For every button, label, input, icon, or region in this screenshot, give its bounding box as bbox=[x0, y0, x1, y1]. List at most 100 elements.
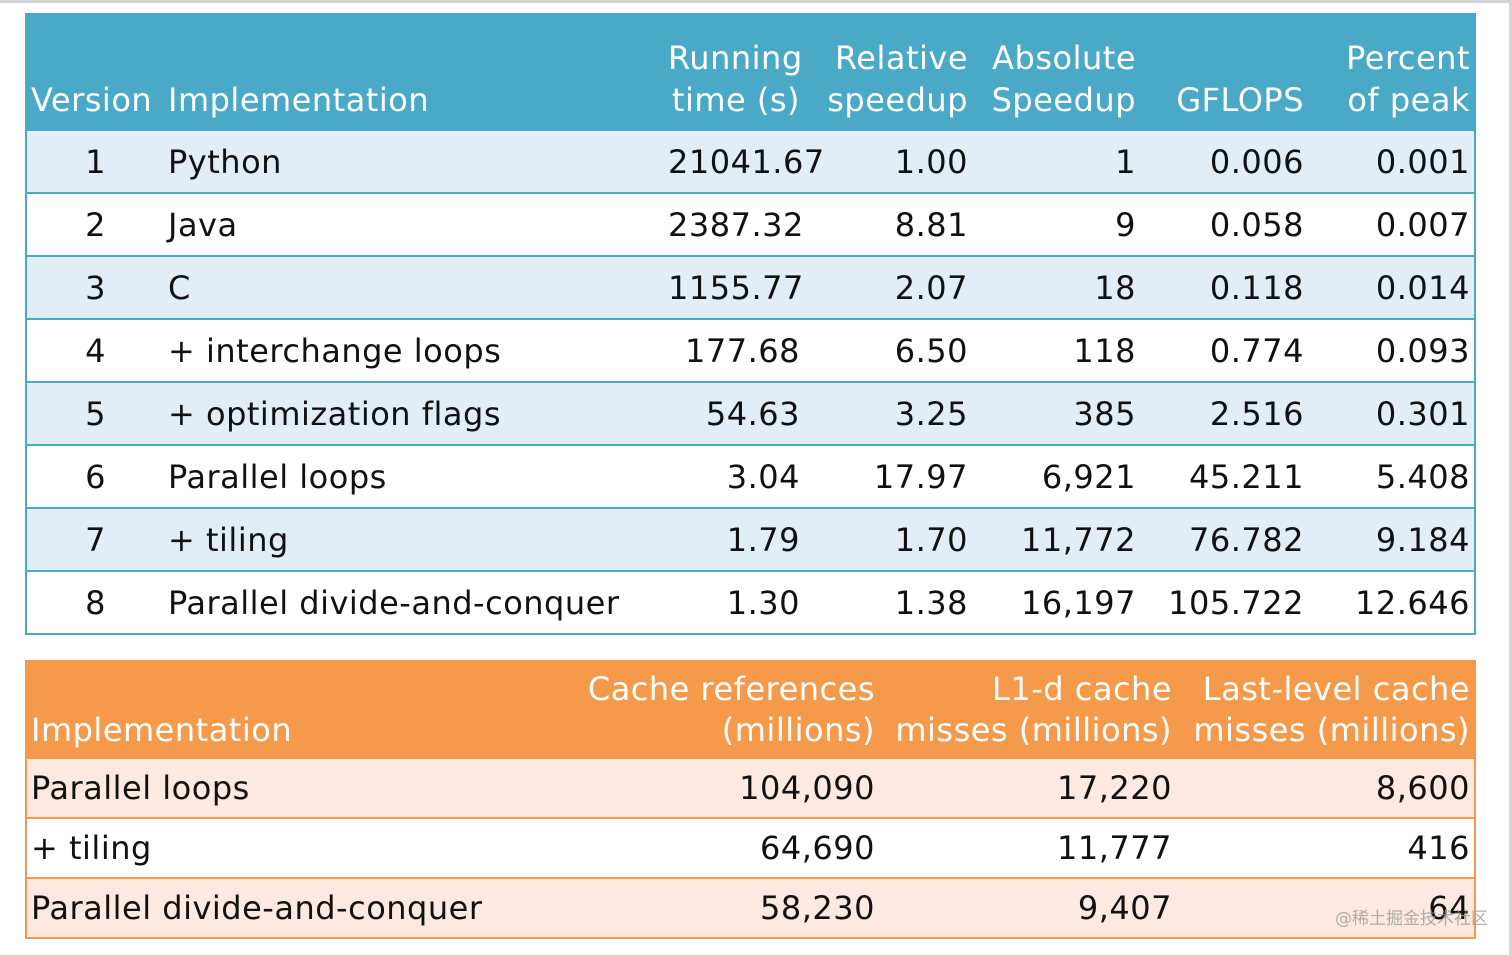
cell-running-time: 2387.32 bbox=[664, 192, 804, 256]
cell-percent-peak: 5.408 bbox=[1308, 444, 1475, 508]
header-percent-peak: Percent of peak bbox=[1308, 13, 1475, 130]
cell-l1d-misses: 9,407 bbox=[879, 877, 1176, 938]
window-right-border bbox=[1509, 0, 1512, 955]
cell-absolute-speedup: 385 bbox=[972, 381, 1140, 445]
header-percent-peak-line1: Percent bbox=[1346, 39, 1470, 77]
header-l1d-misses: L1-d cache misses (millions) bbox=[879, 660, 1176, 758]
cell-version: 3 bbox=[26, 255, 164, 319]
header-running-time: Running time (s) bbox=[664, 13, 804, 130]
header-cache-implementation-label: Implementation bbox=[31, 711, 293, 749]
header-gflops-label: GFLOPS bbox=[1176, 81, 1304, 119]
header-version: Version bbox=[26, 13, 164, 130]
header-cache-references-line1: Cache references bbox=[587, 670, 875, 708]
cell-percent-peak: 9.184 bbox=[1308, 507, 1475, 571]
cache-row: Parallel loops 104,090 17,220 8,600 bbox=[26, 757, 1475, 818]
cell-running-time: 177.68 bbox=[664, 318, 804, 382]
cache-header-row: Implementation Cache references (millions… bbox=[26, 660, 1475, 758]
cell-running-time: 1.30 bbox=[664, 570, 804, 634]
cell-percent-peak: 0.014 bbox=[1308, 255, 1475, 319]
performance-row: 7 + tiling 1.79 1.70 11,772 76.782 9.184 bbox=[26, 507, 1475, 571]
header-absolute-speedup-line1: Absolute bbox=[992, 39, 1136, 77]
cell-version: 7 bbox=[26, 507, 164, 571]
performance-row: 4 + interchange loops 177.68 6.50 118 0.… bbox=[26, 318, 1475, 382]
header-l1d-misses-line1: L1-d cache bbox=[992, 670, 1172, 708]
cell-l1d-misses: 17,220 bbox=[879, 757, 1176, 818]
cell-version: 1 bbox=[26, 129, 164, 193]
cell-percent-peak: 0.093 bbox=[1308, 318, 1475, 382]
cell-llc-misses: 416 bbox=[1176, 817, 1475, 878]
cell-percent-peak: 0.301 bbox=[1308, 381, 1475, 445]
cell-version: 5 bbox=[26, 381, 164, 445]
header-cache-implementation: Implementation bbox=[26, 660, 566, 758]
cell-running-time: 1155.77 bbox=[664, 255, 804, 319]
cell-llc-misses: 8,600 bbox=[1176, 757, 1475, 818]
performance-row: 6 Parallel loops 3.04 17.97 6,921 45.211… bbox=[26, 444, 1475, 508]
header-llc-misses-line1: Last-level cache bbox=[1202, 670, 1470, 708]
header-running-time-line2: time (s) bbox=[671, 81, 800, 119]
cell-version: 8 bbox=[26, 570, 164, 634]
cell-running-time: 54.63 bbox=[664, 381, 804, 445]
header-gflops: GFLOPS bbox=[1140, 13, 1308, 130]
cell-cache-implementation: Parallel divide-and-conquer bbox=[26, 877, 566, 938]
cell-percent-peak: 0.001 bbox=[1308, 129, 1475, 193]
header-llc-misses-line2: misses (millions) bbox=[1193, 711, 1470, 749]
cell-cache-references: 104,090 bbox=[566, 757, 879, 818]
cell-implementation: + interchange loops bbox=[164, 318, 664, 382]
cell-gflops: 105.722 bbox=[1140, 570, 1308, 634]
cell-relative-speedup: 17.97 bbox=[804, 444, 972, 508]
cell-version: 4 bbox=[26, 318, 164, 382]
cell-running-time: 1.79 bbox=[664, 507, 804, 571]
header-absolute-speedup-line2: Speedup bbox=[991, 81, 1136, 119]
cell-implementation: Parallel divide-and-conquer bbox=[164, 570, 664, 634]
header-implementation: Implementation bbox=[164, 13, 664, 130]
header-percent-peak-line2: of peak bbox=[1347, 81, 1470, 119]
cell-cache-implementation: Parallel loops bbox=[26, 757, 566, 818]
performance-row: 8 Parallel divide-and-conquer 1.30 1.38 … bbox=[26, 570, 1475, 634]
cell-implementation: + optimization flags bbox=[164, 381, 664, 445]
cell-cache-references: 58,230 bbox=[566, 877, 879, 938]
cache-row: Parallel divide-and-conquer 58,230 9,407… bbox=[26, 877, 1475, 938]
cell-absolute-speedup: 1 bbox=[972, 129, 1140, 193]
header-absolute-speedup: Absolute Speedup bbox=[972, 13, 1140, 130]
cell-implementation: + tiling bbox=[164, 507, 664, 571]
performance-table: Version Implementation Running time (s) R… bbox=[25, 13, 1476, 635]
cell-llc-misses: 64 bbox=[1176, 877, 1475, 938]
header-implementation-label: Implementation bbox=[168, 81, 430, 119]
header-relative-speedup: Relative speedup bbox=[804, 13, 972, 130]
header-cache-references: Cache references (millions) bbox=[566, 660, 879, 758]
cell-cache-references: 64,690 bbox=[566, 817, 879, 878]
header-relative-speedup-line2: speedup bbox=[827, 81, 968, 119]
cell-absolute-speedup: 118 bbox=[972, 318, 1140, 382]
cell-implementation: Parallel loops bbox=[164, 444, 664, 508]
cell-relative-speedup: 3.25 bbox=[804, 381, 972, 445]
cell-relative-speedup: 1.00 bbox=[804, 129, 972, 193]
performance-row: 1 Python 21041.67 1.00 1 0.006 0.001 bbox=[26, 129, 1475, 193]
cell-gflops: 0.118 bbox=[1140, 255, 1308, 319]
cell-relative-speedup: 2.07 bbox=[804, 255, 972, 319]
performance-header-row: Version Implementation Running time (s) R… bbox=[26, 13, 1475, 130]
cell-implementation: Java bbox=[164, 192, 664, 256]
cell-absolute-speedup: 18 bbox=[972, 255, 1140, 319]
cell-implementation: C bbox=[164, 255, 664, 319]
performance-row: 3 C 1155.77 2.07 18 0.118 0.014 bbox=[26, 255, 1475, 319]
cell-absolute-speedup: 16,197 bbox=[972, 570, 1140, 634]
header-cache-references-line2: (millions) bbox=[721, 711, 875, 749]
header-l1d-misses-line2: misses (millions) bbox=[895, 711, 1172, 749]
header-llc-misses: Last-level cache misses (millions) bbox=[1176, 660, 1475, 758]
performance-row: 5 + optimization flags 54.63 3.25 385 2.… bbox=[26, 381, 1475, 445]
cell-relative-speedup: 6.50 bbox=[804, 318, 972, 382]
cell-percent-peak: 0.007 bbox=[1308, 192, 1475, 256]
cell-gflops: 45.211 bbox=[1140, 444, 1308, 508]
window-top-border bbox=[0, 0, 1512, 3]
header-version-label: Version bbox=[31, 81, 153, 119]
cell-version: 2 bbox=[26, 192, 164, 256]
performance-row: 2 Java 2387.32 8.81 9 0.058 0.007 bbox=[26, 192, 1475, 256]
cell-running-time: 3.04 bbox=[664, 444, 804, 508]
cell-gflops: 2.516 bbox=[1140, 381, 1308, 445]
cell-percent-peak: 12.646 bbox=[1308, 570, 1475, 634]
cell-relative-speedup: 8.81 bbox=[804, 192, 972, 256]
cache-row: + tiling 64,690 11,777 416 bbox=[26, 817, 1475, 878]
cell-gflops: 0.006 bbox=[1140, 129, 1308, 193]
header-relative-speedup-line1: Relative bbox=[834, 39, 968, 77]
cell-implementation: Python bbox=[164, 129, 664, 193]
